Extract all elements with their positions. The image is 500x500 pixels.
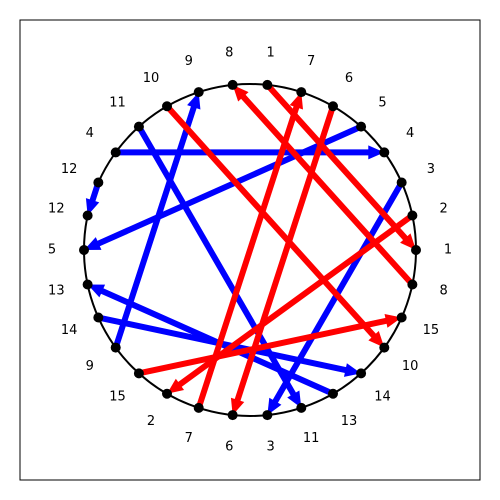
- edge-line: [138, 317, 389, 377]
- node-label: 4: [406, 126, 414, 141]
- node-dot: [82, 279, 93, 290]
- node-dot: [110, 342, 121, 353]
- edge-line: [265, 82, 409, 242]
- node-dot: [79, 245, 89, 255]
- node-label: 8: [440, 284, 448, 299]
- node-dot: [110, 147, 121, 158]
- arrowhead: [84, 237, 102, 250]
- node-label: 1: [267, 46, 275, 61]
- node-label: 2: [147, 414, 155, 429]
- node-label: 11: [109, 95, 126, 110]
- edge-arrow: [87, 284, 335, 397]
- node-dot: [162, 388, 172, 399]
- arrowhead: [167, 378, 185, 394]
- node-dot: [411, 245, 421, 255]
- arrowhead: [87, 284, 106, 298]
- node-dot: [356, 121, 367, 132]
- node-label: 4: [86, 126, 94, 141]
- node-dot: [227, 79, 238, 90]
- node-label: 7: [185, 431, 193, 446]
- node-dot: [296, 87, 307, 98]
- node-label: 15: [109, 390, 126, 405]
- arrowhead: [267, 397, 282, 416]
- node-label: 10: [143, 71, 160, 86]
- node-dot: [407, 210, 418, 221]
- node-dot: [93, 177, 104, 188]
- node-dot: [296, 402, 307, 413]
- arrowhead: [287, 390, 302, 408]
- edge-line: [195, 104, 300, 409]
- edge-line: [239, 93, 415, 287]
- node-label: 7: [307, 54, 315, 69]
- node-dot: [379, 147, 390, 158]
- edge-line: [112, 104, 198, 349]
- node-label: 12: [61, 162, 78, 177]
- node-dot: [262, 410, 273, 421]
- node-label: 11: [303, 431, 320, 446]
- edge-line: [234, 105, 336, 403]
- node-label: 6: [345, 71, 353, 86]
- node-label: 5: [48, 243, 56, 258]
- node-label: 14: [374, 390, 391, 405]
- node-dot: [133, 121, 144, 132]
- node-label: 8: [225, 46, 233, 61]
- node-label: 9: [86, 359, 94, 374]
- node-label: 13: [341, 414, 358, 429]
- edge-line: [99, 287, 335, 397]
- node-dot: [162, 101, 172, 112]
- node-dot: [328, 101, 338, 112]
- arrowhead: [368, 330, 385, 348]
- node-dot: [82, 210, 93, 221]
- arrowhead: [368, 145, 385, 160]
- node-label: 3: [427, 162, 435, 177]
- nodes-layer: [79, 79, 421, 421]
- edge-arrow: [136, 125, 302, 408]
- node-dot: [93, 312, 104, 323]
- node-dot: [328, 388, 338, 399]
- node-dot: [396, 177, 407, 188]
- labels-layer: 1 7 6 5 4 3 2 1 8 15 10 14 13 11 3 6 7 2 15 9 14 13 5 12 12 4 11 10…: [48, 46, 452, 455]
- edge-arrow: [232, 84, 415, 287]
- node-dot: [133, 368, 144, 379]
- node-label: 14: [61, 323, 78, 338]
- node-dot: [407, 279, 418, 290]
- node-label: 9: [185, 54, 193, 69]
- node-label: 5: [378, 95, 386, 110]
- node-label: 13: [48, 284, 65, 299]
- node-dot: [356, 368, 367, 379]
- node-label: 6: [225, 439, 233, 454]
- node-dot: [396, 312, 407, 323]
- node-label: 15: [423, 323, 440, 338]
- node-label: 10: [402, 359, 419, 374]
- edge-line: [164, 104, 378, 340]
- node-dot: [193, 402, 204, 413]
- node-dot: [262, 79, 273, 90]
- node-label: 12: [48, 201, 65, 216]
- arrowhead: [400, 233, 416, 250]
- node-label: 2: [440, 201, 448, 216]
- edge-arrow: [265, 82, 416, 250]
- edge-line: [136, 125, 297, 398]
- node-dot: [193, 87, 204, 98]
- node-label: 3: [267, 439, 275, 454]
- node-dot: [379, 342, 390, 353]
- arrowhead: [232, 84, 249, 102]
- edges-layer: [84, 82, 416, 416]
- node-dot: [227, 410, 238, 421]
- edge-arrow: [164, 104, 385, 348]
- node-label: 1: [444, 243, 452, 258]
